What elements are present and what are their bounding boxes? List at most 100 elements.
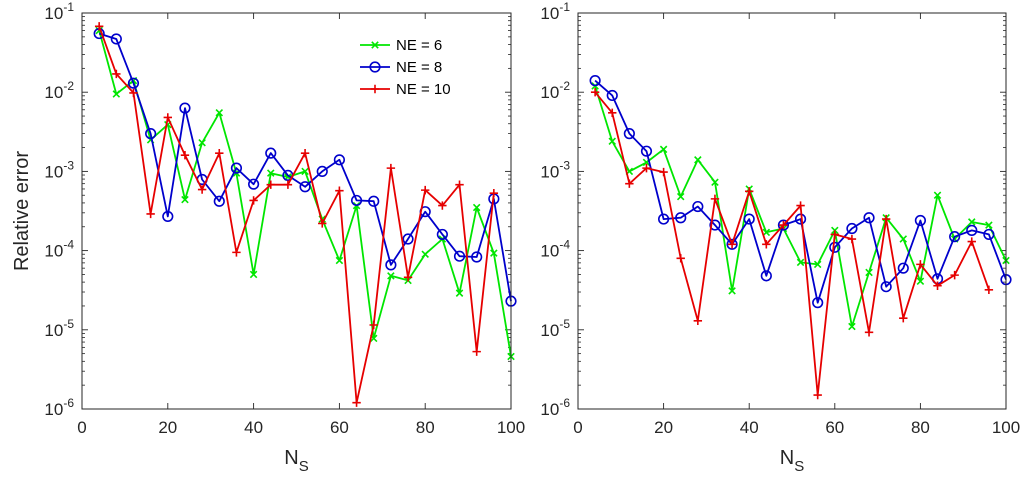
data-point: [880, 281, 892, 293]
x-tick-label: 60: [825, 418, 844, 437]
data-point: [316, 165, 328, 177]
y-tick-label: 10-5: [44, 317, 74, 340]
data-point: [352, 398, 361, 407]
y-tick-label: 10-3: [44, 158, 74, 181]
x-tick-label: 0: [77, 418, 86, 437]
data-point: [692, 200, 704, 213]
data-point: [230, 162, 243, 174]
data-point: [709, 219, 721, 231]
data-point: [864, 328, 874, 337]
data-point: [933, 191, 942, 200]
y-axis-label: Relative error: [11, 151, 33, 271]
data-point: [455, 180, 464, 189]
data-point: [796, 201, 805, 210]
series-line: [594, 79, 1007, 304]
data-point: [198, 138, 206, 147]
x-tick-label: 20: [158, 418, 177, 437]
data-point: [606, 89, 618, 102]
data-point: [472, 347, 481, 356]
data-point: [249, 270, 258, 279]
y-tick-label: 10-1: [540, 0, 570, 23]
data-point: [162, 210, 174, 223]
x-axis-label: NS: [780, 447, 804, 475]
data-point: [847, 234, 857, 244]
y-tick-label: 10-4: [540, 238, 570, 261]
x-tick-label: 100: [992, 418, 1020, 437]
data-point: [916, 260, 925, 269]
x-tick-label: 60: [330, 418, 349, 437]
data-point: [813, 260, 822, 269]
data-point: [472, 203, 481, 212]
data-point: [777, 219, 790, 231]
legend-marker: [369, 61, 381, 73]
data-point: [385, 259, 397, 271]
data-point: [899, 235, 908, 243]
data-point: [266, 169, 275, 177]
y-tick-label: 10-6: [44, 396, 74, 419]
x-tick-label: 80: [911, 418, 930, 437]
data-point: [112, 69, 121, 79]
data-point: [950, 270, 959, 280]
data-point: [642, 163, 651, 173]
data-point: [387, 272, 395, 280]
x-tick-label: 80: [416, 418, 435, 437]
data-point: [659, 145, 668, 154]
series-2: [589, 75, 1012, 309]
data-point: [455, 289, 464, 297]
y-tick-label: 10-3: [540, 158, 570, 181]
data-point: [726, 238, 738, 250]
data-point: [745, 187, 754, 196]
data-point: [881, 214, 891, 224]
x-tick-label: 40: [244, 418, 263, 437]
data-point: [657, 213, 670, 225]
panels: 10-6 10-5 10-4 10-3 10-2 10-1 0 20 40 60 80 100 NS Re…: [11, 0, 1020, 475]
x-axis-label: NS: [284, 447, 308, 475]
data-point: [163, 113, 172, 122]
data-point: [813, 390, 822, 400]
data-point: [145, 128, 157, 140]
data-point: [350, 194, 363, 207]
data-point: [436, 228, 448, 241]
data-point: [213, 195, 225, 207]
x-tick-label: 20: [654, 418, 673, 437]
data-point: [283, 180, 293, 189]
data-point: [623, 128, 635, 140]
data-point: [215, 108, 224, 117]
x-tick-label: 100: [497, 418, 525, 437]
series-3: [590, 88, 994, 400]
legend-label: NE = 10: [396, 81, 451, 98]
y-tick-label: 10-5: [540, 317, 570, 340]
legend: NE = 6 NE = 8 NE = 10: [353, 29, 481, 105]
data-point: [489, 189, 499, 198]
data-point: [728, 287, 736, 295]
data-point: [146, 209, 155, 219]
data-point: [848, 322, 856, 331]
legend-label: NE = 8: [396, 59, 442, 76]
legend-label: NE = 6: [396, 37, 442, 54]
data-point: [676, 254, 685, 263]
y-tick-label: 10-1: [44, 0, 74, 23]
data-point: [333, 154, 346, 166]
plot-area: [578, 13, 1006, 409]
data-point: [318, 219, 327, 228]
data-point: [129, 88, 138, 98]
data-point: [215, 148, 224, 158]
data-point: [711, 178, 719, 186]
data-point: [232, 248, 241, 257]
data-point: [675, 212, 687, 224]
data-point: [402, 233, 414, 245]
data-point: [386, 163, 396, 173]
data-point: [727, 240, 737, 249]
data-point: [301, 167, 309, 176]
legend-marker: [370, 84, 380, 94]
data-point: [589, 75, 601, 87]
data-point: [590, 88, 600, 97]
data-point: [830, 230, 839, 239]
chart-panel-2: 10-6 10-5 10-4 10-3 10-2 10-1 0 20 40 60 80 100 NS: [540, 0, 1020, 475]
data-point: [181, 195, 189, 204]
data-point: [94, 22, 104, 31]
data-point: [779, 220, 788, 230]
data-point: [762, 240, 771, 249]
data-point: [197, 185, 207, 194]
